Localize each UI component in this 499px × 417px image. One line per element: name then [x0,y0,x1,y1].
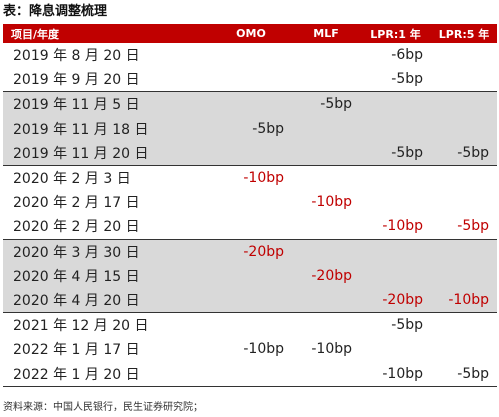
mlf-cell [292,313,360,338]
mlf-cell [292,287,360,314]
rate-cut-table: 项目/年度 OMO MLF LPR:1 年 LPR:5 年 2019 年 8 月… [3,24,497,387]
omo-cell [210,67,292,93]
omo-cell [210,214,292,240]
lpr-5y-cell [431,337,497,361]
table-row: 2021 年 12 月 20 日 -5bp [3,313,497,338]
source-note: 资料来源：中国人民银行，民生证券研究院； [3,402,203,413]
date-cell: 2019 年 11 月 18 日 [3,116,210,141]
omo-cell [210,313,292,338]
date-cell: 2022 年 1 月 17 日 [13,342,140,359]
date-cell: 2021 年 12 月 20 日 [13,318,149,335]
date-cell: 2019 年 8 月 20 日 [13,48,140,65]
date-cell: 2019 年 9 月 20 日 [3,67,210,93]
header-mlf: MLF [292,24,360,43]
lpr-1y-cell: -10bp [360,214,431,240]
table-row: 2020 年 4 月 15 日 -20bp [3,263,497,288]
table-header-row: 项目/年度 OMO MLF LPR:1 年 LPR:5 年 [3,24,497,43]
lpr-5y-cell [431,313,497,338]
omo-cell: -20bp [210,239,292,264]
omo-cell: -5bp [210,116,292,141]
lpr-1y-cell: -5bp [391,317,423,334]
date-cell: 2019 年 11 月 5 日 [3,91,210,117]
lpr-1y-cell: -6bp [391,47,423,64]
mlf-cell: -20bp [292,263,360,288]
table-row: 2022 年 1 月 17 日 -10bp -10bp [3,337,497,361]
date-cell: 2020 年 3 月 30 日 [3,239,210,264]
mlf-cell: -5bp [292,91,360,117]
date-cell: 2020 年 4 月 20 日 [3,287,210,314]
lpr-1y-cell [360,239,431,264]
lpr-5y-cell [431,67,497,93]
header-lpr-1y: LPR:1 年 [360,24,431,43]
mlf-cell [292,361,360,387]
mlf-cell [292,43,360,67]
table-row: 2020 年 3 月 30 日 -20bp [3,239,497,264]
omo-cell [210,43,292,67]
header-omo: OMO [210,24,292,43]
table-row: 2020 年 2 月 17 日 -10bp [3,190,497,214]
lpr-5y-cell: -10bp [431,287,497,314]
header-item-year: 项目/年度 [3,24,210,43]
lpr-1y-cell: -10bp [360,361,431,387]
omo-cell [210,91,292,117]
lpr-5y-cell [431,116,497,141]
lpr-5y-cell: -5bp [431,140,497,166]
mlf-cell [292,214,360,240]
mlf-cell: -10bp [311,194,352,211]
omo-cell [210,361,292,387]
date-cell: 2020 年 2 月 17 日 [13,195,140,212]
mlf-cell [292,67,360,93]
table-row: 2020 年 2 月 3 日 -10bp [3,165,497,190]
table-row: 2019 年 11 月 20 日 -5bp -5bp [3,140,497,166]
table-row: 2019 年 9 月 20 日 -5bp [3,67,497,93]
omo-cell: -10bp [243,341,284,358]
lpr-1y-cell: -20bp [360,287,431,314]
lpr-1y-cell: -5bp [360,67,431,93]
table-row: 2020 年 4 月 20 日 -20bp -10bp [3,287,497,314]
mlf-cell [292,239,360,264]
omo-cell [210,140,292,166]
table-row: 2020 年 2 月 20 日 -10bp -5bp [3,214,497,240]
mlf-cell [292,116,360,141]
mlf-cell: -10bp [311,341,352,358]
lpr-1y-cell [360,116,431,141]
table-body: 2019 年 8 月 20 日 -6bp 2019 年 9 月 20 日 -5bp 20… [3,43,497,387]
date-cell: 2020 年 4 月 15 日 [3,263,210,288]
omo-cell [210,263,292,288]
date-cell: 2020 年 2 月 3 日 [13,171,131,188]
table-row: 2019 年 11 月 18 日 -5bp [3,116,497,141]
lpr-5y-cell [431,190,497,214]
omo-cell [210,190,292,214]
lpr-5y-cell [431,239,497,264]
table-row: 2022 年 1 月 20 日 -10bp -5bp [3,361,497,387]
table-row: 2019 年 8 月 20 日 -6bp [3,43,497,67]
lpr-5y-cell [431,43,497,67]
date-cell: 2019 年 11 月 20 日 [3,140,210,166]
lpr-1y-cell [360,190,431,214]
omo-cell: -10bp [243,170,284,187]
lpr-5y-cell: -5bp [431,361,497,387]
table-row: 2019 年 11 月 5 日 -5bp [3,91,497,117]
lpr-1y-cell [360,263,431,288]
date-cell: 2020 年 2 月 20 日 [3,214,210,240]
header-lpr-5y: LPR:5 年 [431,24,497,43]
lpr-5y-cell [431,263,497,288]
lpr-1y-cell: -5bp [360,140,431,166]
lpr-5y-cell [431,165,497,190]
lpr-5y-cell: -5bp [431,214,497,240]
lpr-1y-cell [360,337,431,361]
date-cell: 2022 年 1 月 20 日 [3,361,210,387]
mlf-cell [292,165,360,190]
mlf-cell [292,140,360,166]
page-title: 表：降息调整梳理 [3,4,108,19]
omo-cell [210,287,292,314]
lpr-1y-cell [360,91,431,117]
lpr-5y-cell [431,91,497,117]
lpr-1y-cell [360,165,431,190]
